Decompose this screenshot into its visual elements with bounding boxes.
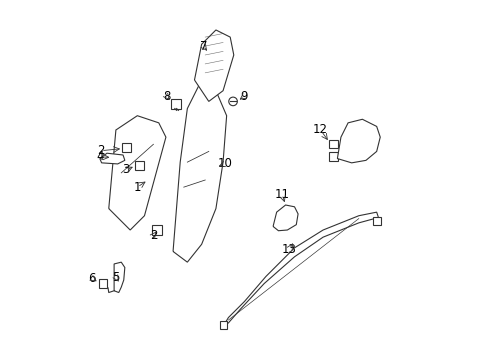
PathPatch shape xyxy=(114,262,124,293)
Text: 5: 5 xyxy=(112,271,120,284)
PathPatch shape xyxy=(272,205,298,231)
FancyBboxPatch shape xyxy=(328,140,337,148)
FancyBboxPatch shape xyxy=(99,279,107,288)
FancyBboxPatch shape xyxy=(170,99,181,109)
Text: 7: 7 xyxy=(199,40,207,53)
Text: 3: 3 xyxy=(122,163,129,176)
Text: 10: 10 xyxy=(217,157,232,170)
Text: 11: 11 xyxy=(274,188,289,201)
Text: 2: 2 xyxy=(97,144,104,157)
FancyBboxPatch shape xyxy=(122,143,131,153)
PathPatch shape xyxy=(337,119,380,163)
PathPatch shape xyxy=(100,153,124,164)
Text: 13: 13 xyxy=(281,243,296,256)
PathPatch shape xyxy=(108,116,165,230)
FancyBboxPatch shape xyxy=(373,217,380,225)
PathPatch shape xyxy=(194,30,233,102)
Text: 8: 8 xyxy=(163,90,170,103)
PathPatch shape xyxy=(223,212,378,327)
FancyBboxPatch shape xyxy=(152,225,162,235)
PathPatch shape xyxy=(173,80,226,262)
Text: 9: 9 xyxy=(240,90,248,103)
Text: 2: 2 xyxy=(149,229,157,242)
Text: 6: 6 xyxy=(88,272,96,285)
Text: 1: 1 xyxy=(133,181,141,194)
FancyBboxPatch shape xyxy=(220,321,226,329)
Text: 4: 4 xyxy=(96,150,103,163)
Text: 12: 12 xyxy=(312,123,327,136)
Circle shape xyxy=(228,97,237,106)
FancyBboxPatch shape xyxy=(135,161,143,170)
FancyBboxPatch shape xyxy=(328,152,337,161)
